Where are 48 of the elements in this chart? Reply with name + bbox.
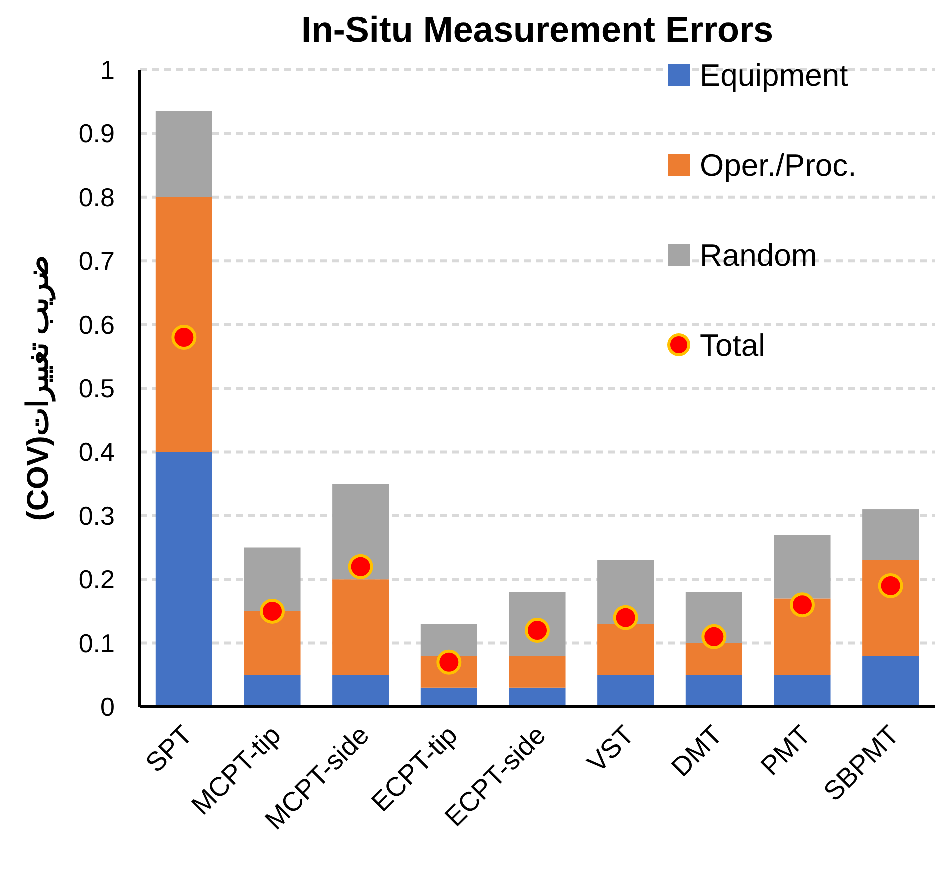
- bar: [598, 675, 654, 707]
- bar: [156, 197, 212, 452]
- y-tick-label: 0.4: [78, 437, 115, 468]
- bar: [509, 656, 566, 688]
- legend-label: Random: [700, 238, 818, 273]
- bar: [774, 675, 831, 707]
- bar: [332, 675, 390, 707]
- legend-label: Equipment: [700, 58, 849, 93]
- y-tick-label: 0.1: [78, 628, 115, 658]
- point: [790, 592, 815, 618]
- point: [172, 325, 197, 350]
- y-tick-label: 1: [100, 55, 115, 85]
- bar: [686, 675, 742, 707]
- bar: [244, 675, 301, 707]
- y-tick-label: 0.2: [78, 564, 115, 595]
- x-tick-label: VST: [582, 720, 640, 778]
- y-axis-title: ضریب تغییرات(COV): [22, 256, 56, 522]
- point: [613, 605, 638, 630]
- y-tick-label: 0: [100, 692, 115, 722]
- chart-title: In-Situ Measurement Errors: [301, 9, 774, 50]
- point: [702, 624, 727, 650]
- legend-label: Oper./Proc.: [700, 148, 857, 183]
- bar: [862, 560, 920, 656]
- point: [878, 573, 904, 598]
- point: [260, 598, 285, 624]
- bar: [420, 688, 478, 707]
- bar: [686, 643, 742, 676]
- y-tick-label: 0.5: [78, 374, 115, 404]
- bar: [156, 452, 212, 707]
- point: [348, 554, 374, 580]
- bar: [862, 656, 920, 707]
- bar: [420, 624, 478, 656]
- y-tick-label: 0.3: [78, 500, 115, 531]
- bar: [244, 611, 301, 676]
- y-tick-label: 0.8: [78, 182, 115, 212]
- bar: [862, 510, 920, 560]
- bar: [509, 688, 566, 707]
- y-tick-label: 0.9: [78, 118, 115, 149]
- bar: [774, 535, 831, 599]
- legend-label: Total: [700, 328, 766, 363]
- bar: [598, 624, 654, 676]
- bar: [332, 580, 390, 676]
- y-tick-label: 0.6: [78, 310, 115, 340]
- y-tick-label: 0.7: [78, 246, 115, 276]
- bar: [244, 548, 301, 612]
- bar: [156, 111, 212, 198]
- bar: [774, 598, 831, 676]
- bar: [332, 484, 390, 580]
